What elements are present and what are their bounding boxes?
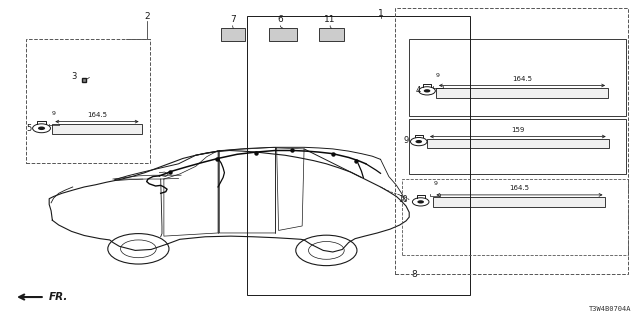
Text: 1: 1 — [378, 9, 383, 18]
Text: 9: 9 — [436, 73, 440, 78]
Circle shape — [417, 200, 424, 204]
Text: 159: 159 — [511, 127, 525, 133]
Bar — [409, 119, 626, 174]
Bar — [433, 197, 605, 207]
Text: 3: 3 — [71, 72, 77, 81]
Text: 9: 9 — [404, 136, 409, 145]
Text: 164.5: 164.5 — [509, 185, 529, 191]
Circle shape — [38, 126, 45, 130]
Text: T3W4B0704A: T3W4B0704A — [588, 306, 631, 312]
Text: 2: 2 — [144, 12, 150, 21]
Circle shape — [415, 140, 422, 143]
Bar — [269, 28, 297, 41]
Bar — [395, 8, 628, 274]
Text: 6: 6 — [278, 15, 284, 24]
Bar — [427, 139, 609, 148]
Text: 8: 8 — [412, 270, 417, 279]
Text: 4: 4 — [415, 86, 420, 95]
Bar — [26, 39, 150, 163]
Text: 11: 11 — [324, 15, 336, 24]
Bar — [52, 124, 141, 134]
Circle shape — [424, 89, 430, 92]
Text: FR.: FR. — [49, 292, 68, 302]
Bar — [436, 88, 608, 98]
Text: 7: 7 — [230, 15, 236, 24]
Text: 164.5: 164.5 — [87, 112, 107, 118]
Bar — [221, 28, 246, 41]
Text: 9: 9 — [52, 111, 56, 116]
Text: 164.5: 164.5 — [512, 76, 532, 82]
Text: 9: 9 — [433, 181, 437, 186]
Text: 5: 5 — [27, 124, 32, 133]
Bar — [246, 16, 470, 295]
Bar — [319, 28, 344, 41]
Bar — [401, 179, 628, 255]
Bar — [409, 39, 626, 116]
Text: 10: 10 — [398, 195, 408, 204]
